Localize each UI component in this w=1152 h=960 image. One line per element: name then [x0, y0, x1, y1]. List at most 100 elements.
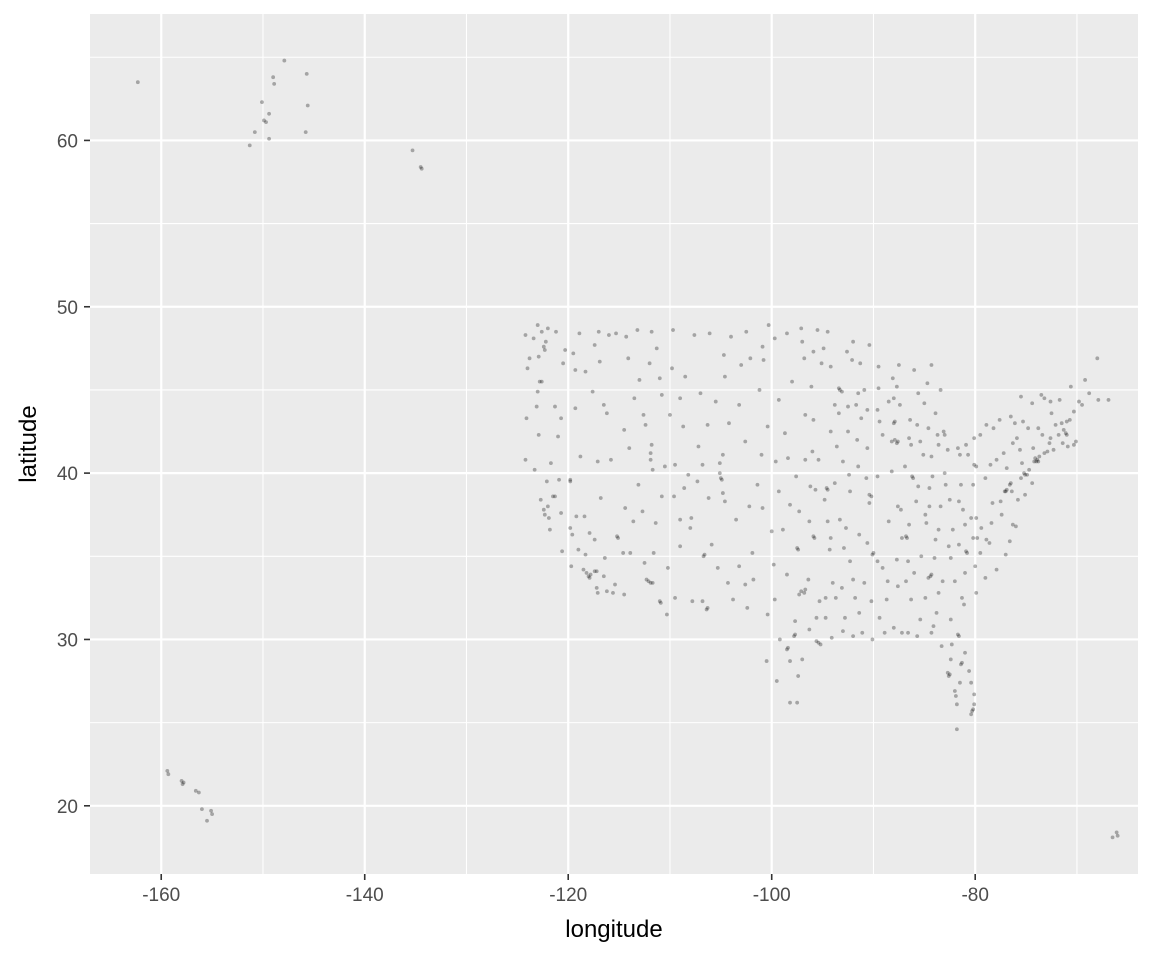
data-point: [751, 577, 756, 582]
data-point: [1115, 833, 1120, 838]
data-point: [761, 358, 766, 362]
data-point: [806, 577, 811, 582]
data-point: [973, 564, 978, 569]
data-point: [906, 559, 910, 564]
data-point: [592, 569, 597, 574]
data-point: [551, 494, 555, 499]
data-point: [803, 412, 808, 417]
data-point: [947, 672, 952, 677]
data-point: [929, 572, 934, 577]
data-point: [994, 457, 999, 462]
data-point: [196, 790, 201, 795]
data-point: [1027, 467, 1032, 472]
data-point: [649, 329, 654, 334]
data-point: [786, 456, 790, 461]
data-point: [1064, 419, 1069, 424]
data-point: [590, 389, 595, 394]
data-point: [796, 547, 801, 552]
data-point: [705, 422, 710, 427]
data-point: [776, 489, 781, 494]
data-point: [671, 328, 675, 332]
data-point: [825, 519, 830, 524]
data-point: [924, 521, 929, 525]
data-point: [896, 363, 901, 367]
data-point: [895, 504, 900, 509]
data-point: [816, 457, 821, 462]
data-point: [807, 519, 812, 524]
data-point: [659, 393, 664, 397]
data-point: [615, 534, 619, 539]
data-point: [1034, 459, 1039, 464]
data-point: [889, 439, 894, 444]
data-point: [525, 366, 530, 371]
data-point: [961, 507, 965, 512]
data-point: [827, 547, 832, 552]
data-point: [1040, 432, 1045, 437]
data-point: [1003, 489, 1008, 494]
data-point: [871, 551, 876, 555]
data-point: [723, 499, 727, 504]
data-point: [983, 476, 988, 481]
data-point: [936, 590, 941, 595]
data-point: [841, 629, 845, 634]
data-point: [788, 700, 792, 705]
data-point: [678, 544, 683, 549]
data-point: [271, 75, 276, 80]
data-point: [815, 328, 820, 332]
data-point: [947, 497, 952, 502]
data-point: [649, 442, 654, 447]
data-point: [267, 111, 271, 116]
data-point: [946, 674, 951, 678]
data-point: [193, 788, 198, 793]
data-point: [811, 349, 816, 354]
data-point: [956, 446, 960, 451]
data-point: [535, 389, 540, 394]
data-point: [581, 567, 586, 572]
data-point: [755, 482, 760, 487]
data-point: [702, 552, 707, 557]
data-point: [549, 461, 553, 466]
data-point: [559, 416, 563, 421]
data-point: [721, 353, 726, 357]
data-point: [1016, 497, 1020, 502]
data-point: [668, 412, 672, 417]
data-point: [595, 590, 600, 595]
data-point: [880, 566, 885, 570]
data-point: [560, 549, 565, 554]
data-point: [857, 532, 862, 537]
data-point: [683, 374, 688, 379]
data-point: [1114, 830, 1119, 835]
data-point: [537, 379, 542, 384]
data-point: [553, 404, 557, 409]
data-point: [1071, 442, 1076, 447]
data-point: [972, 436, 977, 441]
data-point: [641, 412, 646, 417]
data-point: [851, 339, 856, 344]
data-point: [1039, 393, 1044, 397]
data-point: [1080, 403, 1084, 407]
data-point: [135, 80, 140, 85]
data-point: [885, 579, 890, 584]
data-point: [811, 417, 816, 422]
data-point: [1030, 401, 1035, 406]
data-point: [602, 556, 607, 560]
data-point: [824, 486, 829, 490]
data-point: [658, 600, 663, 605]
data-point: [695, 479, 700, 484]
data-point: [531, 336, 536, 341]
data-point: [825, 329, 830, 334]
data-point: [260, 100, 264, 105]
data-point: [557, 477, 561, 482]
data-point: [892, 419, 897, 424]
data-point: [971, 536, 976, 540]
data-point: [915, 422, 920, 427]
data-point: [704, 607, 709, 612]
data-point: [853, 595, 858, 600]
data-point: [573, 368, 578, 372]
data-point: [607, 333, 611, 337]
data-point: [729, 334, 733, 339]
data-point: [949, 642, 954, 647]
data-point: [842, 546, 846, 550]
data-point: [848, 559, 852, 564]
data-point: [956, 632, 960, 637]
